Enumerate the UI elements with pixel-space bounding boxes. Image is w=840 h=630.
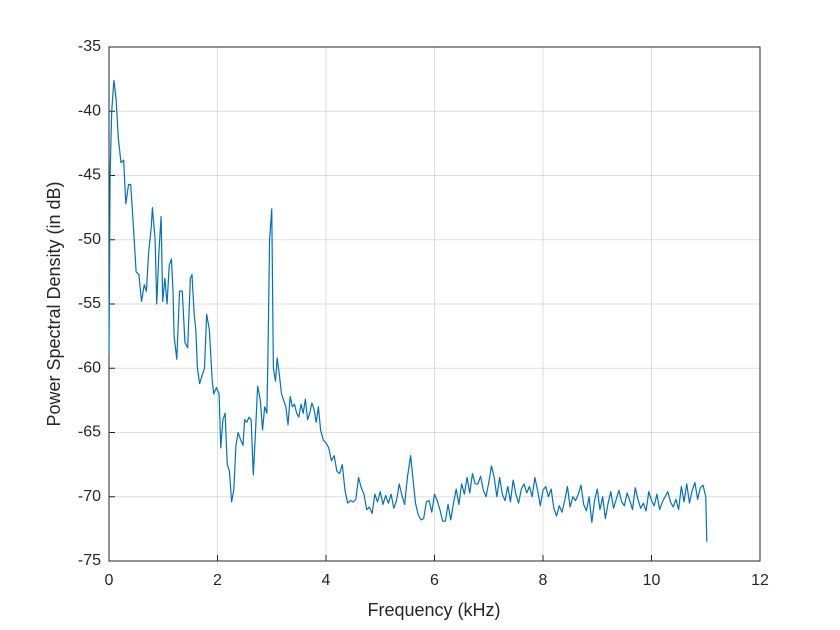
y-tick-label: -60 [78,359,101,376]
y-tick-label: -65 [78,424,101,441]
y-tick-label: -70 [78,488,101,505]
x-tick-label: 10 [643,572,661,589]
x-tick-label: 0 [105,572,114,589]
y-tick-label: -40 [78,102,101,119]
data-line [108,79,708,542]
y-tick-label: -75 [78,552,101,569]
y-tick-label: -55 [78,295,101,312]
x-axis-label: Frequency (kHz) [367,600,500,620]
y-axis-label: Power Spectral Density (in dB) [44,181,64,426]
x-tick-label: 4 [322,572,331,589]
x-tick-label: 6 [430,572,439,589]
y-tick-label: -50 [78,231,101,248]
x-tick-label: 12 [751,572,769,589]
x-tick-label: 2 [213,572,222,589]
y-tick-label: -35 [78,38,101,55]
y-tick-label: -45 [78,167,101,184]
x-tick-label: 8 [539,572,548,589]
